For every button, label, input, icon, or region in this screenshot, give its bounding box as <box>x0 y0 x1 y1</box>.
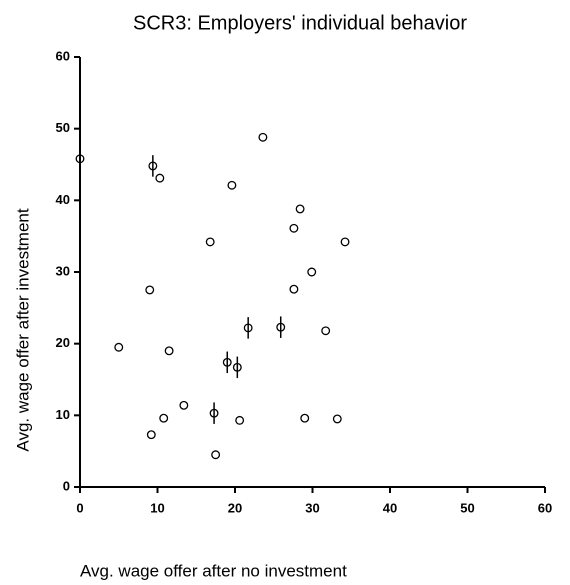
x-tick-label: 30 <box>305 500 319 515</box>
y-tick-label: 50 <box>56 120 70 135</box>
point <box>222 357 232 367</box>
y-tick-label: 60 <box>56 48 70 63</box>
y-tick-label: 10 <box>56 407 70 422</box>
x-tick-label: 10 <box>150 500 164 515</box>
point <box>232 362 242 372</box>
point <box>209 408 219 418</box>
point <box>258 132 268 142</box>
point <box>289 223 299 233</box>
x-tick-label: 50 <box>460 500 474 515</box>
chart-title: SCR3: Employers' individual behavior <box>133 12 467 34</box>
point <box>340 237 350 247</box>
point <box>321 326 331 336</box>
x-tick-label: 60 <box>538 500 552 515</box>
point <box>164 346 174 356</box>
point <box>276 322 286 332</box>
point <box>227 180 237 190</box>
x-tick-label: 0 <box>76 500 83 515</box>
y-tick-label: 0 <box>63 478 70 493</box>
x-tick-label: 40 <box>383 500 397 515</box>
point <box>211 450 221 460</box>
x-tick-label: 20 <box>228 500 242 515</box>
point <box>155 173 165 183</box>
y-tick-label: 30 <box>56 263 70 278</box>
point <box>243 323 253 333</box>
point <box>159 413 169 423</box>
point <box>75 154 85 164</box>
point <box>332 414 342 424</box>
y-tick-label: 40 <box>56 192 70 207</box>
point <box>300 413 310 423</box>
point <box>289 284 299 294</box>
point <box>295 204 305 214</box>
point <box>205 237 215 247</box>
point <box>148 161 158 171</box>
point <box>146 430 156 440</box>
point <box>307 267 317 277</box>
point <box>114 342 124 352</box>
point <box>145 285 155 295</box>
x-axis-label: Avg. wage offer after no investment <box>80 561 347 580</box>
y-tick-label: 20 <box>56 335 70 350</box>
point <box>179 400 189 410</box>
y-axis-label: Avg. wage offer after investment <box>13 208 32 451</box>
point <box>235 415 245 425</box>
